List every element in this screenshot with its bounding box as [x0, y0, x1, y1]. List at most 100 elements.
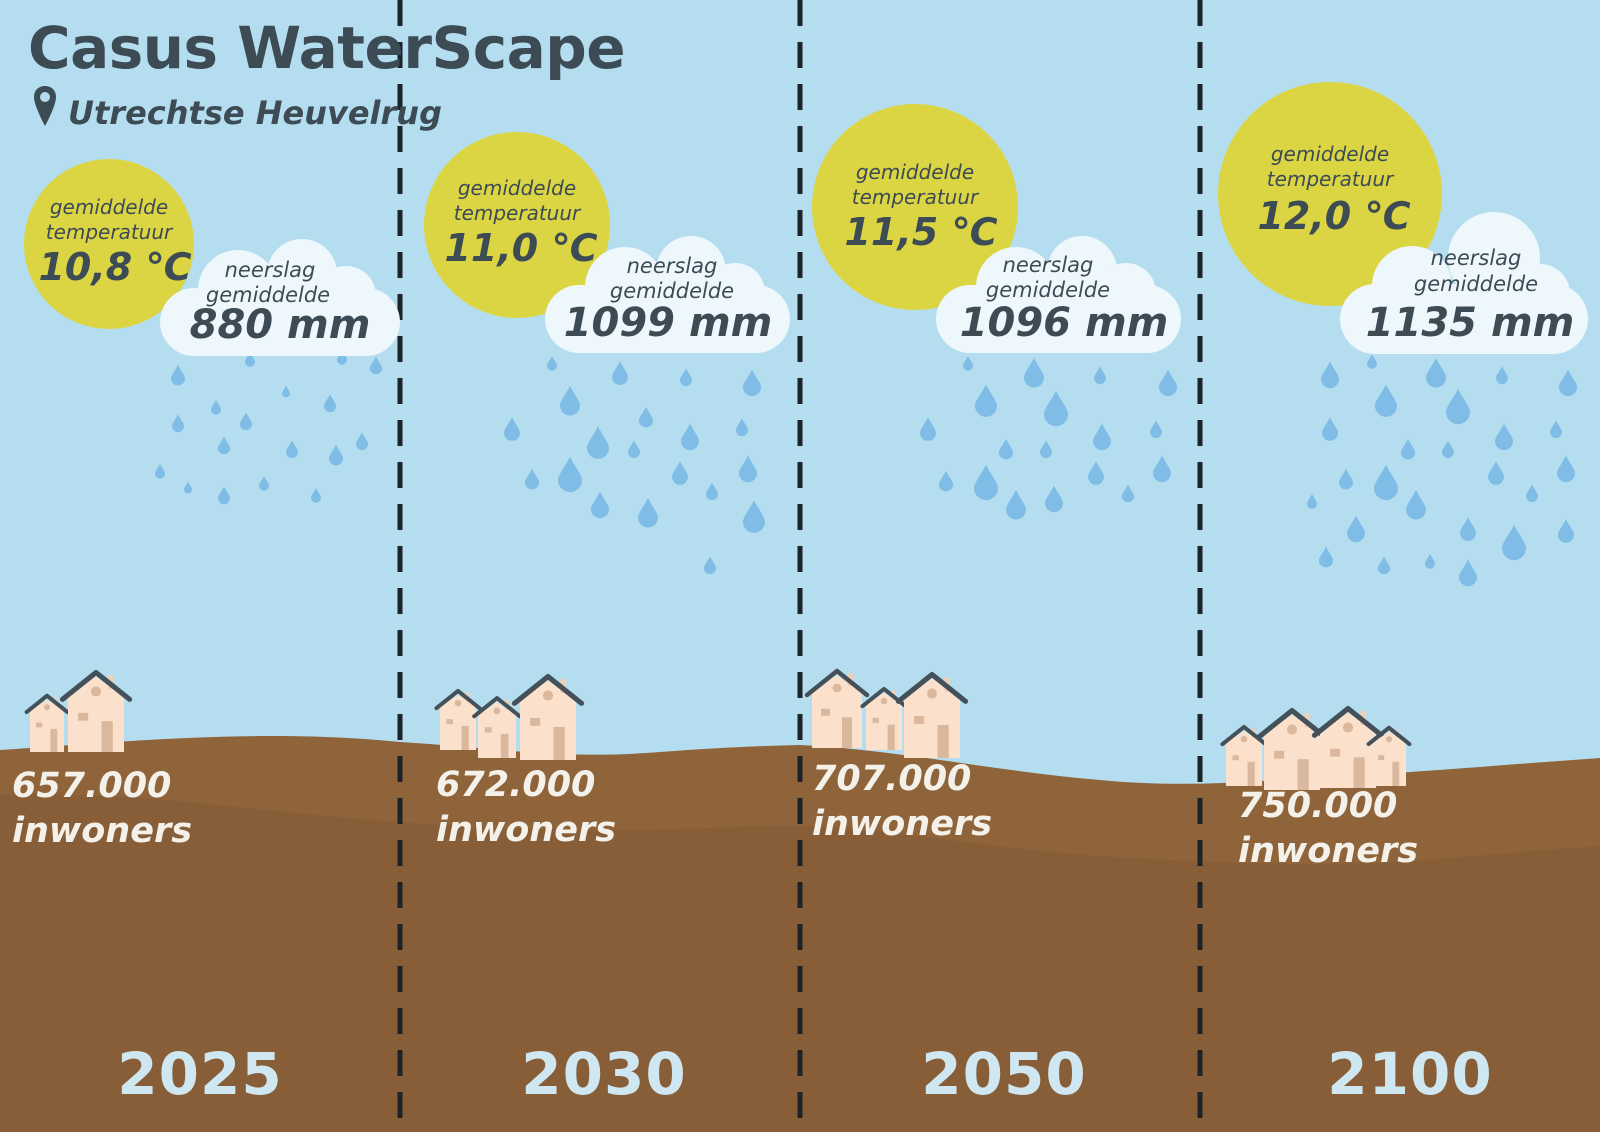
- temperature-value: 11,5 ℃: [844, 210, 998, 254]
- rain-drop: [337, 350, 347, 365]
- map-pin-icon: [34, 86, 56, 126]
- precipitation-label: neerslag: [224, 258, 316, 282]
- rain-drop: [587, 426, 609, 459]
- rain-drop: [1024, 358, 1044, 388]
- rain-drop: [1488, 461, 1504, 485]
- rain-drop: [963, 356, 973, 371]
- rain-drop: [282, 385, 290, 398]
- rain-drop: [704, 556, 716, 575]
- rain-drop: [975, 384, 997, 417]
- precipitation-label: gemiddelde: [609, 279, 735, 303]
- precipitation-label: neerslag: [626, 254, 718, 278]
- precipitation-value: 1096 mm: [959, 300, 1169, 346]
- house-icon: [1220, 724, 1268, 786]
- soil-deep-layer: [0, 794, 1600, 1132]
- population-unit: inwoners: [812, 804, 993, 844]
- rain-drop: [743, 500, 765, 533]
- temperature-sun: gemiddelde temperatuur 11,5 ℃: [812, 104, 1018, 310]
- population-count: 657.000 inwoners: [12, 764, 192, 854]
- rain-drop: [218, 486, 230, 505]
- location-label: Utrechtse Heuvelrug: [68, 94, 442, 132]
- rain-drop: [1122, 484, 1134, 503]
- rain-drop: [1347, 515, 1365, 543]
- rain-drop: [1150, 420, 1162, 439]
- rain-drop: [558, 456, 582, 493]
- temperature-label: temperatuur: [453, 201, 581, 225]
- precipitation-label: gemiddelde: [205, 283, 331, 307]
- rain-drop: [286, 440, 298, 459]
- rain-drop: [1460, 517, 1476, 541]
- rain-drop: [743, 369, 761, 397]
- precipitation-label: gemiddelde: [985, 278, 1111, 302]
- rain-drops: [155, 350, 1577, 587]
- rain-drop: [245, 352, 255, 367]
- population-value: 672.000: [436, 765, 596, 805]
- rain-drop: [171, 364, 185, 386]
- precipitation-value: 880 mm: [189, 302, 371, 348]
- rain-drop: [1557, 455, 1575, 483]
- rain-drop: [999, 438, 1013, 460]
- rain-drop: [1307, 494, 1317, 509]
- rain-drop: [1153, 455, 1171, 483]
- rain-drop: [681, 423, 699, 451]
- rain-drop: [324, 394, 336, 413]
- population-count: 672.000 inwoners: [436, 763, 616, 853]
- rain-drop: [1375, 384, 1397, 417]
- house-icon: [1366, 725, 1412, 786]
- cloud-icon: [160, 239, 400, 356]
- temperature-value: 12,0 ℃: [1257, 194, 1411, 238]
- rain-drop: [736, 418, 748, 437]
- temperature-label: gemiddelde: [1270, 142, 1390, 166]
- rain-drop: [525, 468, 539, 490]
- rain-drop: [1526, 484, 1538, 503]
- temperature-label: gemiddelde: [49, 195, 169, 219]
- rain-drop: [1558, 519, 1574, 543]
- rain-drop: [612, 361, 628, 385]
- rain-drop: [1401, 438, 1415, 460]
- rain-drop: [1496, 366, 1508, 385]
- rain-drop: [1322, 417, 1338, 441]
- temperature-sun: gemiddelde temperatuur 11,0 ℃: [424, 132, 610, 318]
- rain-drop: [1088, 461, 1104, 485]
- houses: [24, 668, 1412, 790]
- house-icon: [511, 673, 585, 760]
- cloud-icon: [1340, 212, 1588, 354]
- rain-drop: [504, 417, 520, 441]
- rain-drop: [356, 432, 368, 451]
- rain-drop: [184, 481, 192, 494]
- year-label: 2030: [521, 1040, 687, 1108]
- rain-drop: [329, 444, 343, 466]
- precipitation-value: 1135 mm: [1365, 300, 1575, 346]
- rain-drop: [920, 417, 936, 441]
- rain-drop: [547, 356, 557, 371]
- rain-drop: [259, 476, 269, 491]
- population-unit: inwoners: [1238, 831, 1419, 871]
- year-label: 2025: [117, 1040, 283, 1108]
- rain-drop: [638, 498, 658, 528]
- population-value: 707.000: [812, 759, 972, 799]
- house-icon: [59, 669, 133, 752]
- rain-drop: [1367, 354, 1377, 369]
- period-dividers: [397, 0, 1203, 1132]
- rain-drop: [939, 470, 954, 492]
- rain-drop: [311, 488, 321, 503]
- rain-drop: [591, 491, 609, 519]
- temperature-label: gemiddelde: [855, 160, 975, 184]
- rain-drop: [739, 455, 757, 483]
- temperature-sun: gemiddelde temperatuur 10,8 ℃: [24, 159, 194, 329]
- rain-drop: [155, 464, 165, 479]
- population-value: 657.000: [12, 766, 172, 806]
- page-title: Casus WaterScape: [28, 14, 626, 82]
- rain-drop: [1426, 358, 1446, 388]
- house-icon: [24, 693, 70, 752]
- rain-drop: [1159, 369, 1177, 397]
- rain-drop: [240, 412, 252, 431]
- rain-drop: [370, 356, 382, 375]
- rain-drop: [1339, 468, 1353, 490]
- rain-drop: [1319, 546, 1333, 568]
- house-icon: [1255, 707, 1329, 790]
- house-icon: [1311, 705, 1385, 788]
- rain-drop: [706, 482, 718, 501]
- temperature-value: 11,0 ℃: [444, 226, 598, 270]
